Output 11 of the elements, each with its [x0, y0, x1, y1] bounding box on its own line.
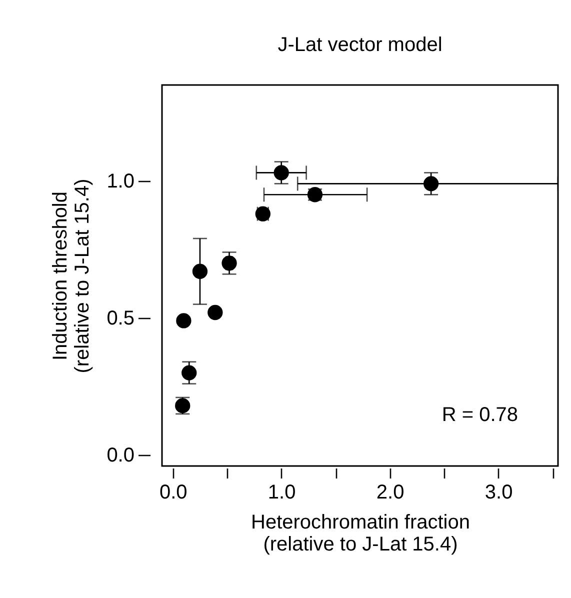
- y-tick-label: 0.0: [106, 444, 134, 467]
- chart-title: J-Lat vector model: [278, 34, 442, 56]
- annotation: R = 0.78: [442, 404, 518, 426]
- y-tick-label: 1.0: [106, 170, 134, 192]
- x-tick-label: 0.0: [159, 482, 188, 504]
- x-tick-label: 3.0: [484, 482, 513, 504]
- x-axis-title: Heterochromatin fraction (relative to J-Lat 15.4): [251, 512, 470, 556]
- y-tick-label: 0.5: [106, 307, 134, 330]
- y-axis-title: Induction threshold (relative to J-Lat 15.4): [50, 178, 94, 374]
- x-tick-label: 1.0: [268, 482, 296, 504]
- x-tick-label: 2.0: [376, 482, 404, 504]
